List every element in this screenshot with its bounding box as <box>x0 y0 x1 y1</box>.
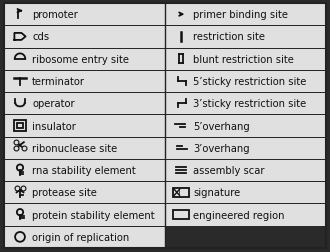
Bar <box>165 93 326 115</box>
Bar <box>14 120 26 132</box>
Bar <box>165 4 326 26</box>
Text: promoter: promoter <box>32 10 78 20</box>
Text: primer binding site: primer binding site <box>193 10 288 20</box>
Bar <box>4 137 165 159</box>
Bar <box>4 181 165 204</box>
Bar <box>165 181 326 204</box>
Bar <box>165 204 326 226</box>
Text: 3’sticky restriction site: 3’sticky restriction site <box>193 99 306 109</box>
Text: terminator: terminator <box>32 77 85 87</box>
Text: cds: cds <box>32 32 49 42</box>
Text: operator: operator <box>32 99 75 109</box>
Text: assembly scar: assembly scar <box>193 165 265 175</box>
Bar <box>173 211 189 219</box>
Bar <box>17 123 23 129</box>
Bar <box>165 26 326 48</box>
Text: ribonuclease site: ribonuclease site <box>32 143 117 153</box>
Text: rna stability element: rna stability element <box>32 165 136 175</box>
Bar <box>165 48 326 71</box>
Text: blunt restriction site: blunt restriction site <box>193 54 294 65</box>
Text: insulator: insulator <box>32 121 76 131</box>
Text: origin of replication: origin of replication <box>32 232 129 242</box>
Bar <box>165 115 326 137</box>
Bar <box>4 4 165 26</box>
Bar <box>4 204 165 226</box>
Text: ribosome entry site: ribosome entry site <box>32 54 129 65</box>
Text: restriction site: restriction site <box>193 32 265 42</box>
Bar <box>4 93 165 115</box>
Bar <box>4 159 165 181</box>
Bar <box>173 188 189 197</box>
Bar <box>4 226 165 248</box>
Bar <box>4 71 165 93</box>
Text: engineered region: engineered region <box>193 210 284 220</box>
Bar <box>165 71 326 93</box>
Text: protein stability element: protein stability element <box>32 210 155 220</box>
Bar <box>165 137 326 159</box>
Text: protease site: protease site <box>32 187 97 198</box>
Text: signature: signature <box>193 187 240 198</box>
Bar <box>4 48 165 71</box>
Text: 5’overhang: 5’overhang <box>193 121 250 131</box>
Bar <box>165 159 326 181</box>
Bar <box>4 26 165 48</box>
Text: 3’overhang: 3’overhang <box>193 143 249 153</box>
Text: 5’sticky restriction site: 5’sticky restriction site <box>193 77 306 87</box>
Bar <box>4 115 165 137</box>
